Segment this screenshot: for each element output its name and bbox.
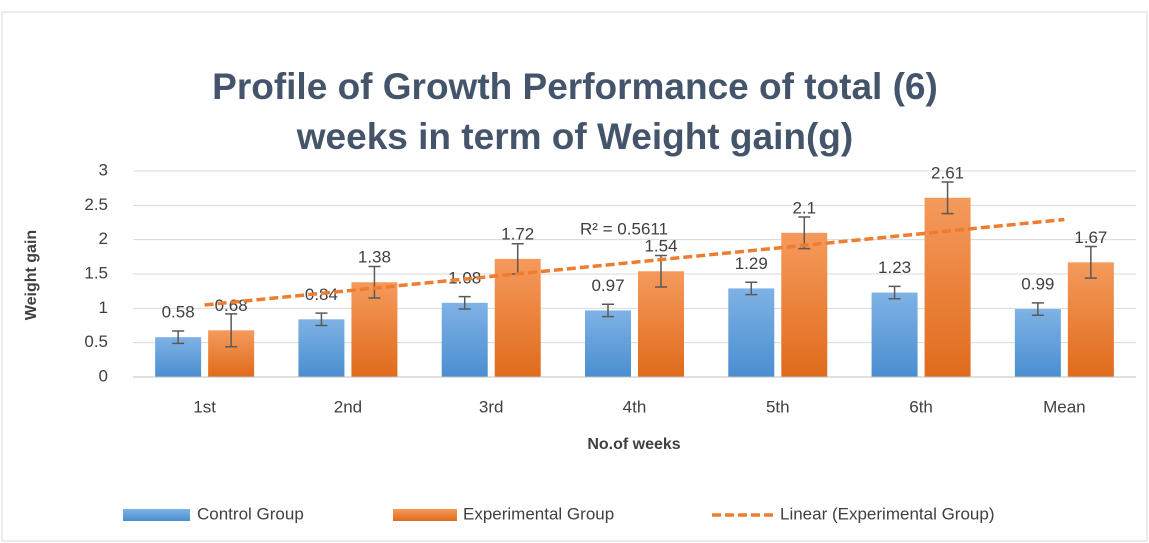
y-tick-label: 2 xyxy=(99,229,108,248)
bar xyxy=(638,271,684,377)
legend-swatch xyxy=(123,509,190,521)
legend-label: Control Group xyxy=(197,504,304,523)
bar xyxy=(924,197,971,377)
data-label: 1.29 xyxy=(735,254,768,273)
trendline xyxy=(204,217,1065,307)
y-tick-label: 0 xyxy=(99,366,108,385)
error-bar xyxy=(225,313,238,348)
y-axis-label: Weight gain xyxy=(23,230,40,320)
data-label: 1.54 xyxy=(644,237,677,256)
data-label: 1.67 xyxy=(1074,228,1107,247)
bar xyxy=(728,288,775,377)
error-bar xyxy=(602,303,614,318)
x-axis-label: No.of weeks xyxy=(587,436,680,453)
chart-title: Profile of Growth Performance of total (… xyxy=(212,66,938,157)
error-bar xyxy=(1084,245,1097,279)
error-bar xyxy=(798,216,811,250)
error-bar xyxy=(745,281,758,296)
legend-label: Experimental Group xyxy=(463,504,614,523)
data-label: 0.97 xyxy=(591,276,624,295)
bar xyxy=(1014,309,1061,377)
data-label: 0.58 xyxy=(162,303,195,322)
legend-label: Linear (Experimental Group) xyxy=(780,504,994,523)
data-label: 2.1 xyxy=(792,198,816,217)
y-tick-label: 1.5 xyxy=(84,263,108,282)
x-tick-label: 3rd xyxy=(479,397,504,416)
error-bar xyxy=(368,265,381,299)
error-bar xyxy=(315,312,328,327)
y-tick-label: 0.5 xyxy=(84,332,108,351)
x-tick-label: 2nd xyxy=(334,397,362,416)
bar xyxy=(585,310,631,377)
bar xyxy=(441,302,488,377)
bar xyxy=(298,319,345,377)
data-label: 2.61 xyxy=(931,163,964,182)
trendline-annotation: R² = 0.5611 xyxy=(580,219,668,238)
y-tick-label: 2.5 xyxy=(84,195,108,214)
data-label: 0.68 xyxy=(215,296,248,315)
bar xyxy=(1067,262,1114,377)
data-label: 1.72 xyxy=(501,224,534,243)
x-tick-label: 6th xyxy=(909,397,933,416)
error-bar xyxy=(941,181,954,215)
error-bar xyxy=(1031,302,1044,316)
error-bar xyxy=(888,285,901,300)
error-bar xyxy=(172,330,185,345)
x-tick-label: 5th xyxy=(766,397,790,416)
chart-border xyxy=(1,11,1148,542)
error-bar xyxy=(458,295,471,310)
x-tick-label: Mean xyxy=(1043,397,1086,416)
x-tick-label: 4th xyxy=(623,397,647,416)
bar xyxy=(781,232,828,377)
y-tick-label: 1 xyxy=(99,298,108,317)
data-label: 1.23 xyxy=(878,258,911,277)
data-label: 1.38 xyxy=(358,248,391,267)
bar xyxy=(871,292,918,377)
data-label: 0.99 xyxy=(1021,275,1054,294)
x-tick-label: 1st xyxy=(193,397,216,416)
bar xyxy=(494,258,541,377)
legend-swatch xyxy=(393,509,457,521)
y-tick-label: 3 xyxy=(99,160,108,179)
